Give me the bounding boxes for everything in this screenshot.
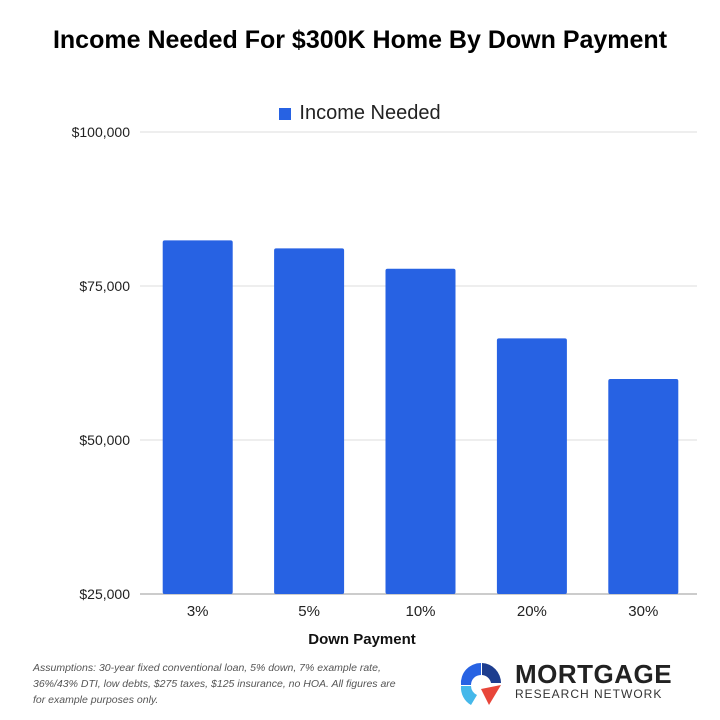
x-axis-title: Down Payment <box>308 631 416 648</box>
x-tick-label: 20% <box>517 603 547 620</box>
bar <box>385 268 456 594</box>
y-tick-label: $100,000 <box>72 124 131 140</box>
x-tick-label: 30% <box>628 603 658 620</box>
assumptions-note: Assumptions: 30-year fixed conventional … <box>33 662 396 706</box>
logo-icon <box>460 662 501 705</box>
legend-label: Income Needed <box>299 102 441 124</box>
x-tick-label: 5% <box>298 603 320 620</box>
bar <box>608 379 679 594</box>
logo: MORTGAGE RESEARCH NETWORK <box>455 655 672 707</box>
x-tick-label: 3% <box>187 603 209 620</box>
y-tick-label: $75,000 <box>79 278 130 294</box>
bar <box>162 240 233 594</box>
bar <box>274 248 345 594</box>
x-tick-label: 10% <box>405 603 435 620</box>
legend: Income Needed <box>0 102 720 125</box>
y-tick-label: $25,000 <box>79 586 130 602</box>
bar <box>496 338 567 594</box>
y-tick-label: $50,000 <box>79 432 130 448</box>
chart-title: Income Needed For $300K Home By Down Pay… <box>52 26 668 54</box>
logo-text: MORTGAGE <box>515 659 673 689</box>
legend-swatch <box>279 107 292 120</box>
logo-subtext: RESEARCH NETWORK <box>515 687 663 701</box>
